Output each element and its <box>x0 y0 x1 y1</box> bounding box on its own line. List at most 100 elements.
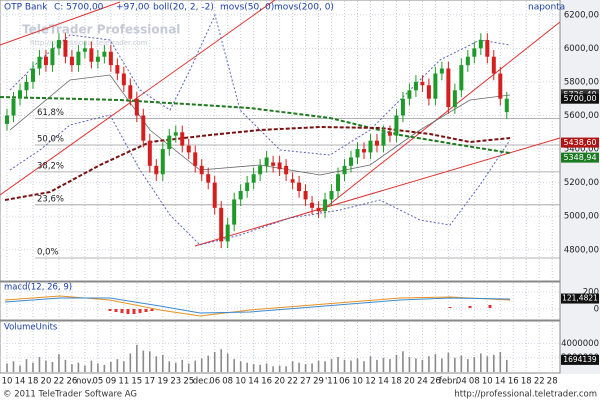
candle-body <box>193 152 198 166</box>
volume-bar <box>467 359 469 372</box>
candle-body <box>277 162 282 170</box>
candle-body <box>141 115 146 141</box>
price-marker-label: 5700,00 <box>563 94 596 103</box>
volume-bar <box>278 365 281 372</box>
grid <box>0 1 560 373</box>
price-marker <box>561 93 599 104</box>
x-tick-label: 16 <box>261 377 272 387</box>
volume-bar <box>84 365 86 372</box>
candle-body <box>82 48 87 52</box>
candle-body <box>95 56 100 62</box>
volume-bar <box>428 356 430 372</box>
x-tick-label: 26 <box>430 377 441 387</box>
y-tick-label: 5600,00 <box>564 111 599 121</box>
copyright: © 2011 TeleTrader Software AG <box>3 390 137 400</box>
candle-body <box>232 199 237 225</box>
candle-body <box>173 132 178 136</box>
candle-body <box>271 162 276 166</box>
volume-bar <box>123 361 125 372</box>
candle-body <box>290 179 295 183</box>
candle-body <box>374 140 379 146</box>
candle-body <box>50 48 55 66</box>
x-tick-label: 08 <box>222 377 233 387</box>
candle-body <box>284 165 289 175</box>
candle-body <box>212 182 217 208</box>
x-tick-label: 24 <box>417 377 428 387</box>
candle-body <box>206 174 211 183</box>
change: +97,00 <box>116 3 150 13</box>
candle-body <box>245 182 250 192</box>
candle-body <box>225 224 230 242</box>
volume-bar <box>434 354 437 372</box>
y-tick-label: 5000,00 <box>564 212 599 222</box>
candle-body <box>387 132 392 136</box>
volume-bar <box>402 351 404 372</box>
bollinger-upper <box>9 13 511 156</box>
x-tick-label: nov. <box>76 377 94 387</box>
moving-average-200 <box>0 96 511 154</box>
volume-bar <box>343 359 346 372</box>
candle-body <box>121 73 126 86</box>
y-tick-label: 200 <box>583 287 599 297</box>
candle-body <box>89 48 94 62</box>
x-tick-label: 28 <box>547 377 558 387</box>
candle-body <box>336 174 341 192</box>
volume-bar <box>447 352 450 372</box>
x-tick-label: 27 <box>300 377 311 387</box>
x-tick-label: 19 <box>157 377 168 387</box>
volume-bar <box>304 364 307 372</box>
volume-bar <box>71 364 73 372</box>
x-tick-label: 18 <box>391 377 402 387</box>
volume-bar <box>38 357 41 372</box>
candle-body <box>485 39 490 57</box>
y-tick-label: 4800,00 <box>564 245 599 255</box>
candle-body <box>394 115 399 136</box>
x-tick-label: 06 <box>339 377 350 387</box>
volume-bar <box>298 362 300 372</box>
candle-body <box>238 191 243 200</box>
candle-body <box>452 90 457 108</box>
volume-bar <box>64 359 67 372</box>
volume-bar <box>285 366 287 372</box>
candle-body <box>310 202 315 208</box>
candle-body <box>297 182 302 192</box>
volume-bar <box>441 358 443 372</box>
candle-body <box>498 73 503 99</box>
candle-body <box>108 51 113 66</box>
candle-body <box>115 65 120 74</box>
volume-bar <box>480 353 482 372</box>
x-tick-label: 26 <box>67 377 78 387</box>
x-tick-label: 10 <box>235 377 246 387</box>
candle-body <box>368 140 373 153</box>
candle-body <box>128 85 133 99</box>
y-tick-label: 5400,00 <box>564 145 599 155</box>
candle-body <box>323 199 328 212</box>
volume-bar <box>213 352 216 372</box>
fib-label: 50,0% <box>37 135 64 145</box>
candle-body <box>69 56 74 66</box>
candle-body <box>219 207 224 242</box>
volume-bar <box>395 354 398 372</box>
volume-bar <box>51 362 54 372</box>
y-tick-label: 4000000 <box>561 339 599 349</box>
trendline <box>0 0 276 196</box>
volume-bar <box>181 359 184 372</box>
x-tick-label: 16 <box>508 377 519 387</box>
candle-body <box>30 68 35 82</box>
candle-body <box>180 132 185 146</box>
candle-body <box>258 165 263 175</box>
x-tick-label: 14 <box>495 377 506 387</box>
volume-bar <box>492 354 495 372</box>
candle-body <box>154 165 159 175</box>
candle-body <box>160 149 165 175</box>
x-tick-label: 10 <box>2 377 13 387</box>
volume-bar <box>415 358 417 372</box>
x-tick-label: 12 <box>365 377 376 387</box>
candle-body <box>446 68 451 108</box>
x-tick-label: 20 <box>274 377 285 387</box>
volume-bar <box>499 352 502 372</box>
x-tick-label: 22 <box>54 377 65 387</box>
candle-body <box>102 51 107 57</box>
candle-body <box>17 90 22 99</box>
